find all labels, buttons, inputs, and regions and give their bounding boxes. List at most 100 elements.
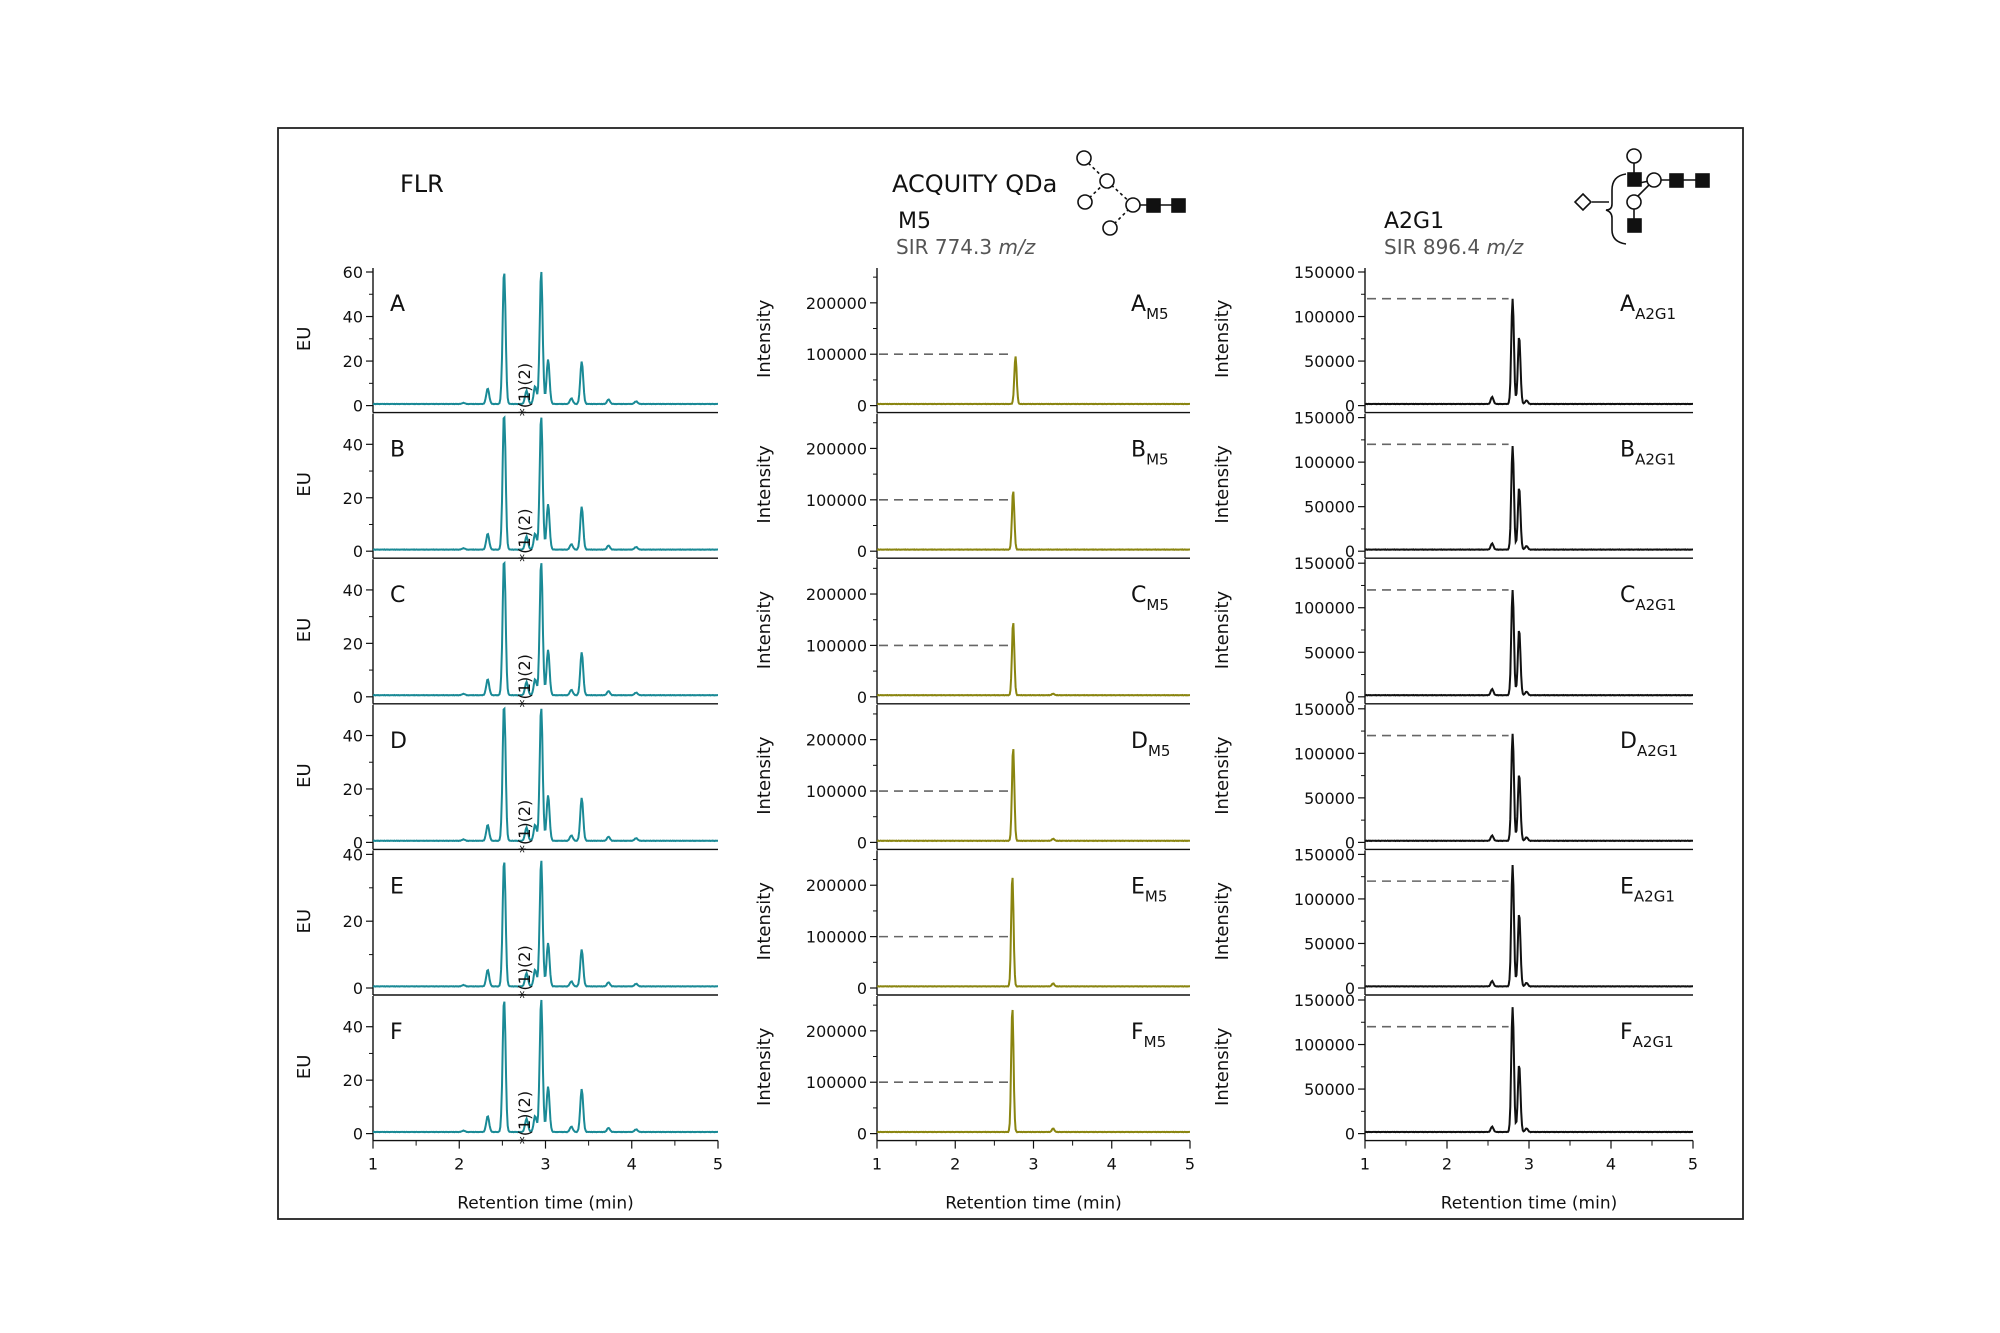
x-axis-label: Retention time (min): [457, 1194, 634, 1214]
y-tick-label: 0: [857, 1125, 867, 1144]
y-tick-label: 200000: [806, 731, 867, 750]
y-tick-label: 20: [343, 912, 363, 931]
y-tick-label: 0: [1345, 397, 1355, 416]
y-tick-label: 40: [343, 308, 363, 327]
chart-column-1: 0204060EUA*(1)(2)02040EUB*(1)(2)02040EUC…: [294, 263, 723, 1214]
chromatogram-trace: [1364, 1007, 1693, 1134]
panel-label-A: AA2G1: [1620, 292, 1676, 323]
chromatogram-trace: [372, 271, 718, 406]
y-tick-label: 150000: [1294, 263, 1355, 282]
chromatogram-trace: [372, 860, 718, 988]
panel-E-A2G1: 0 50000 100000 150000 Intensity EA2G1: [1212, 845, 1693, 998]
y-tick-label: 150000: [1294, 409, 1355, 428]
y-tick-label: 200000: [806, 439, 867, 458]
y-axis-label: EU: [294, 763, 315, 788]
y-axis-label: Intensity: [754, 590, 775, 669]
y-tick-label: 100000: [806, 491, 867, 510]
chromatogram-trace: [372, 706, 718, 843]
m5-sir-value: 774.3: [935, 235, 992, 259]
y-tick-label: 40: [343, 435, 363, 454]
y-tick-label: 0: [353, 833, 363, 852]
y-axis-label: EU: [294, 1055, 315, 1080]
y-axis-label: Intensity: [754, 299, 775, 378]
peak-marker: *(1)(2): [515, 1091, 534, 1144]
y-axis-label: Intensity: [754, 445, 775, 524]
y-tick-label: 0: [1345, 833, 1355, 852]
y-axis-label: Intensity: [754, 736, 775, 815]
y-tick-label: 40: [343, 1018, 363, 1037]
panel-label-C: C: [390, 583, 405, 608]
panel-label-A: AM5: [1131, 292, 1169, 323]
y-tick-label: 100000: [1294, 890, 1355, 909]
y-axis-label: Intensity: [1212, 590, 1233, 669]
a2g1-sir-value: 896.4: [1423, 235, 1480, 259]
panel-D-FLR: 0 20 40 EU D *(1)(2): [294, 704, 718, 853]
panel-B-M5: 0 100000 200000 Intensity BM5: [754, 413, 1190, 561]
x-tick-label: 3: [1028, 1155, 1038, 1174]
y-tick-label: 20: [343, 1071, 363, 1090]
y-tick-label: 0: [1345, 542, 1355, 561]
x-tick-label: 4: [627, 1155, 637, 1174]
chromatogram-trace: [876, 623, 1190, 697]
a2g1-sir-label: SIR 896.4 m/z: [1384, 235, 1524, 259]
y-tick-label: 0: [353, 1125, 363, 1144]
panel-D-M5: 0 100000 200000 Intensity DM5: [754, 704, 1190, 852]
panel-label-B: BA2G1: [1620, 438, 1676, 469]
panel-C-A2G1: 0 50000 100000 150000 Intensity CA2G1: [1212, 554, 1693, 707]
y-axis-label: Intensity: [1212, 736, 1233, 815]
y-tick-label: 100000: [1294, 1036, 1355, 1055]
panel-label-C: CM5: [1131, 583, 1169, 614]
y-tick-label: 100000: [806, 345, 867, 364]
panel-F-FLR: 0 20 40 EU F *(1)(2) 1 2 3 4 5 Retention time (min): [294, 996, 723, 1214]
x-tick-label: 3: [540, 1155, 550, 1174]
y-tick-label: 150000: [1294, 700, 1355, 719]
y-tick-label: 20: [343, 634, 363, 653]
y-tick-label: 0: [353, 542, 363, 561]
panel-F-A2G1: 0 50000 100000 150000 Intensity FA2G1 1 2 3 4 5 Ret…: [1212, 991, 1698, 1214]
y-axis-label: EU: [294, 472, 315, 497]
y-tick-label: 100000: [1294, 308, 1355, 327]
y-axis-label: Intensity: [1212, 299, 1233, 378]
y-tick-label: 150000: [1294, 845, 1355, 864]
y-tick-label: 20: [343, 780, 363, 799]
x-tick-label: 1: [368, 1155, 378, 1174]
y-tick-label: 150000: [1294, 554, 1355, 573]
panel-label-D: DM5: [1131, 729, 1170, 760]
peak-marker: *(1)(2): [515, 509, 534, 562]
y-tick-label: 50000: [1304, 1080, 1355, 1099]
y-tick-label: 50000: [1304, 498, 1355, 517]
y-axis-label: Intensity: [1212, 1027, 1233, 1106]
x-axis-label: Retention time (min): [1441, 1194, 1618, 1214]
y-tick-label: 40: [343, 727, 363, 746]
y-tick-label: 200000: [806, 294, 867, 313]
y-tick-label: 100000: [806, 1073, 867, 1092]
y-tick-label: 0: [857, 397, 867, 416]
peak-marker: *(1)(2): [515, 654, 534, 707]
panel-label-B: B: [390, 438, 405, 463]
chromatogram-trace: [876, 491, 1190, 551]
y-tick-label: 100000: [1294, 453, 1355, 472]
panel-B-FLR: 0 20 40 EU B *(1)(2): [294, 413, 718, 562]
panel-label-D: D: [390, 729, 407, 754]
y-tick-label: 200000: [806, 876, 867, 895]
m5-sir-prefix: SIR: [896, 235, 935, 259]
chromatogram-trace: [1364, 446, 1693, 551]
panel-E-M5: 0 100000 200000 Intensity EM5: [754, 850, 1190, 998]
x-tick-label: 2: [950, 1155, 960, 1174]
x-tick-label: 5: [713, 1155, 723, 1174]
y-tick-label: 20: [343, 352, 363, 371]
y-tick-label: 0: [1345, 979, 1355, 998]
y-axis-label: EU: [294, 327, 315, 352]
y-tick-label: 50000: [1304, 789, 1355, 808]
y-tick-label: 0: [353, 688, 363, 707]
panel-label-A: A: [390, 292, 405, 317]
panel-label-D: DA2G1: [1620, 729, 1678, 760]
panel-label-C: CA2G1: [1620, 583, 1676, 614]
x-tick-label: 5: [1688, 1155, 1698, 1174]
chart-panels: 0204060EUA*(1)(2)02040EUB*(1)(2)02040EUC…: [294, 263, 1698, 1214]
y-tick-label: 0: [857, 688, 867, 707]
a2g1-sir-unit: m/z: [1486, 235, 1523, 259]
y-tick-label: 0: [857, 833, 867, 852]
x-tick-label: 4: [1107, 1155, 1117, 1174]
